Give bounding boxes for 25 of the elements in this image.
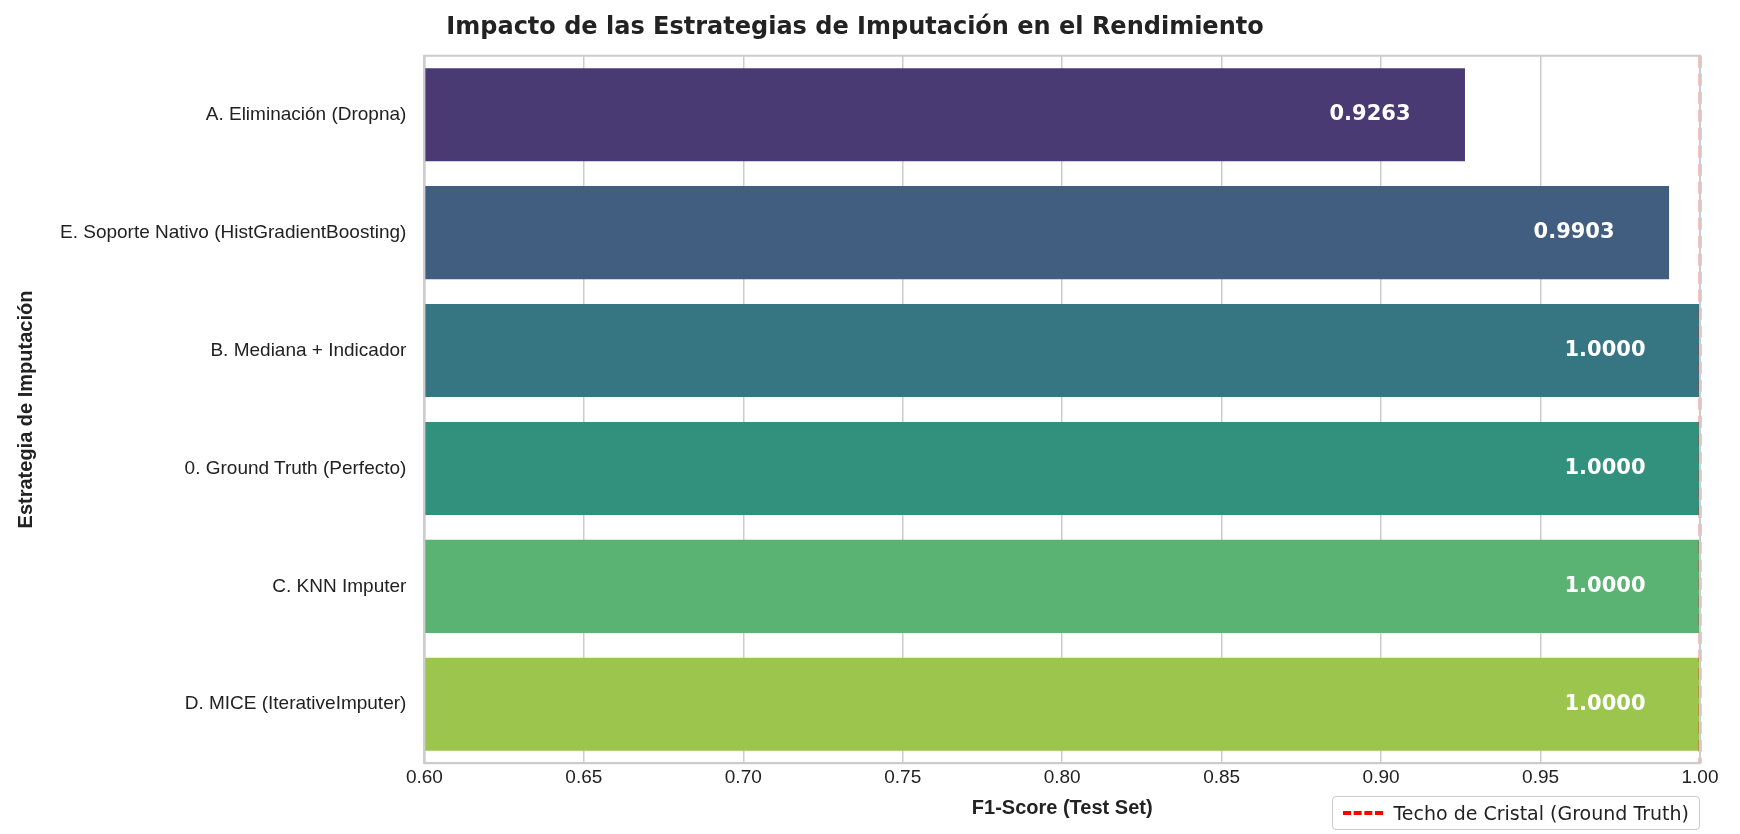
- y-axis-title: Estrategia de Imputación: [13, 290, 36, 529]
- x-tick-label: 0.85: [1203, 765, 1241, 787]
- data-label: 0.9903: [1533, 219, 1615, 244]
- x-axis-title: F1-Score (Test Set): [971, 795, 1153, 818]
- x-tick-label: 0.70: [724, 765, 762, 787]
- y-tick-label: C. KNN Imputer: [272, 574, 408, 596]
- y-tick-label: A. Eliminación (Dropna): [205, 102, 407, 124]
- x-tick-label: 0.95: [1522, 765, 1560, 787]
- x-tick-label: 0.65: [565, 765, 603, 787]
- y-tick-label: B. Mediana + Indicador: [210, 338, 408, 360]
- x-tick-label: 1.00: [1681, 765, 1719, 787]
- y-tick-label: E. Soporte Nativo (HistGradientBoosting): [59, 220, 407, 242]
- legend-label: Techo de Cristal (Ground Truth): [1393, 802, 1689, 824]
- data-label: 1.0000: [1564, 337, 1646, 361]
- x-tick-label: 0.60: [405, 765, 443, 787]
- data-label: 1.0000: [1564, 690, 1646, 715]
- x-tick-label: 0.80: [1043, 765, 1081, 787]
- data-label: 1.0000: [1564, 454, 1646, 479]
- data-label: 0.9263: [1329, 101, 1411, 126]
- y-tick-label: 0. Ground Truth (Perfecto): [184, 456, 407, 478]
- data-label: 1.0000: [1564, 572, 1646, 597]
- y-tick-label: D. MICE (IterativeImputer): [184, 692, 407, 714]
- x-tick-label: 0.90: [1362, 765, 1400, 787]
- chart-title: Impacto de las Estrategias de Imputación en el Rendimiento: [446, 11, 1264, 40]
- x-tick-label: 0.75: [884, 765, 922, 787]
